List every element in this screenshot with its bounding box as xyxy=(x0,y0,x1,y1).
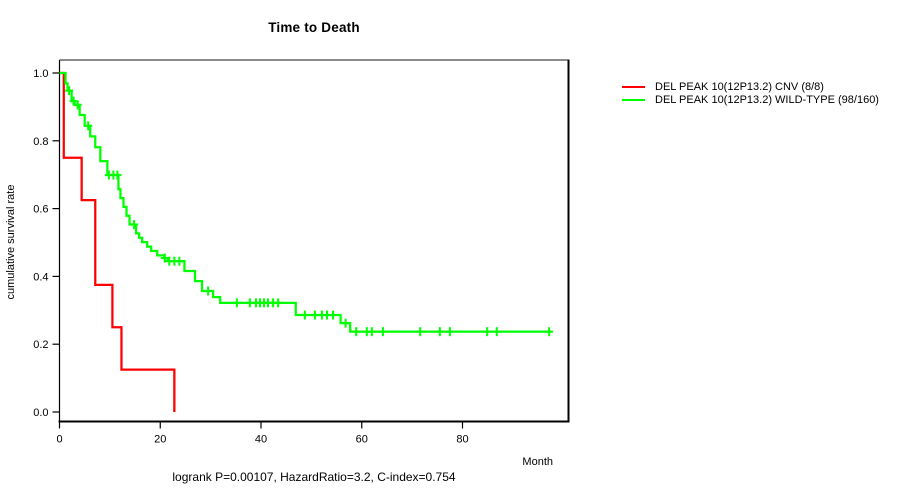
legend: DEL PEAK 10(12P13.2) CNV (8/8) DEL PEAK … xyxy=(622,80,879,106)
x-axis-title: Month xyxy=(522,456,553,468)
y-tick-label: 0.2 xyxy=(33,339,48,351)
y-tick-label: 0.0 xyxy=(33,407,48,419)
survival-curve-green xyxy=(59,71,550,333)
x-tick-label: 60 xyxy=(356,434,368,446)
legend-line-green-icon xyxy=(622,98,645,101)
legend-entry-wildtype: DEL PEAK 10(12P13.2) WILD-TYPE (98/160) xyxy=(622,93,879,106)
y-tick-label: 0.6 xyxy=(33,204,48,216)
legend-label-wildtype: DEL PEAK 10(12P13.2) WILD-TYPE (98/160) xyxy=(655,93,879,106)
survival-curve-red xyxy=(59,71,176,412)
legend-line-red-icon xyxy=(622,85,645,88)
stats-annotation: logrank P=0.00107, HazardRatio=3.2, C-in… xyxy=(172,470,456,484)
y-tick-label: 0.8 xyxy=(33,136,48,148)
x-tick-label: 0 xyxy=(56,434,62,446)
x-tick-label: 20 xyxy=(154,434,166,446)
y-tick-label: 1.0 xyxy=(33,68,48,80)
x-tick-label: 80 xyxy=(456,434,468,446)
x-tick-label: 40 xyxy=(255,434,267,446)
legend-entry-cnv: DEL PEAK 10(12P13.2) CNV (8/8) xyxy=(622,80,879,93)
y-tick-label: 0.4 xyxy=(33,271,48,283)
chart-title: Time to Death xyxy=(268,20,360,35)
y-axis-title: cumulative survival rate xyxy=(5,184,17,300)
legend-label-cnv: DEL PEAK 10(12P13.2) CNV (8/8) xyxy=(655,80,824,93)
